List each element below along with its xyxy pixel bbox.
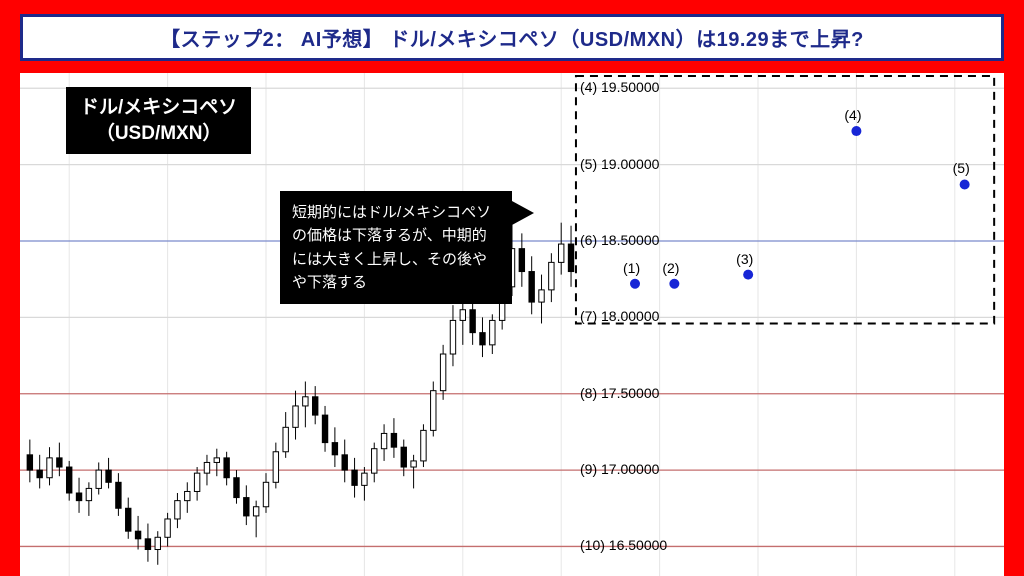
pair-line2: （USD/MXN） [96, 123, 222, 144]
chart-area: ドル/メキシコペソ （USD/MXN） 短期的にはドル/メキシコぺソの価格は下落… [20, 73, 1004, 576]
pred-label-5: (5) [953, 160, 970, 176]
level-label-7: (7) 18.00000 [580, 308, 659, 324]
annotation-text: 短期的にはドル/メキシコぺソの価格は下落するが、中期的には大きく上昇し、その後や… [292, 204, 491, 291]
level-label-8: (8) 17.50000 [580, 385, 659, 401]
level-label-4: (4) 19.50000 [580, 79, 659, 95]
pred-label-1: (1) [623, 260, 640, 276]
level-label-5: (5) 19.00000 [580, 156, 659, 172]
title-text: 【ステップ2： AI予想】 ドル/メキシコペソ（USD/MXN）は19.29まで… [160, 29, 864, 51]
frame: 【ステップ2： AI予想】 ドル/メキシコペソ（USD/MXN）は19.29まで… [0, 0, 1024, 576]
pred-label-2: (2) [662, 260, 679, 276]
annotation-callout: 短期的にはドル/メキシコぺソの価格は下落するが、中期的には大きく上昇し、その後や… [280, 191, 512, 304]
level-label-9: (9) 17.00000 [580, 461, 659, 477]
pair-badge: ドル/メキシコペソ （USD/MXN） [66, 87, 251, 154]
pair-line1: ドル/メキシコペソ [80, 97, 237, 118]
page-title: 【ステップ2： AI予想】 ドル/メキシコペソ（USD/MXN）は19.29まで… [20, 14, 1004, 61]
level-label-6: (6) 18.50000 [580, 232, 659, 248]
pred-label-4: (4) [844, 107, 861, 123]
level-label-10: (10) 16.50000 [580, 537, 667, 553]
pred-label-3: (3) [736, 251, 753, 267]
